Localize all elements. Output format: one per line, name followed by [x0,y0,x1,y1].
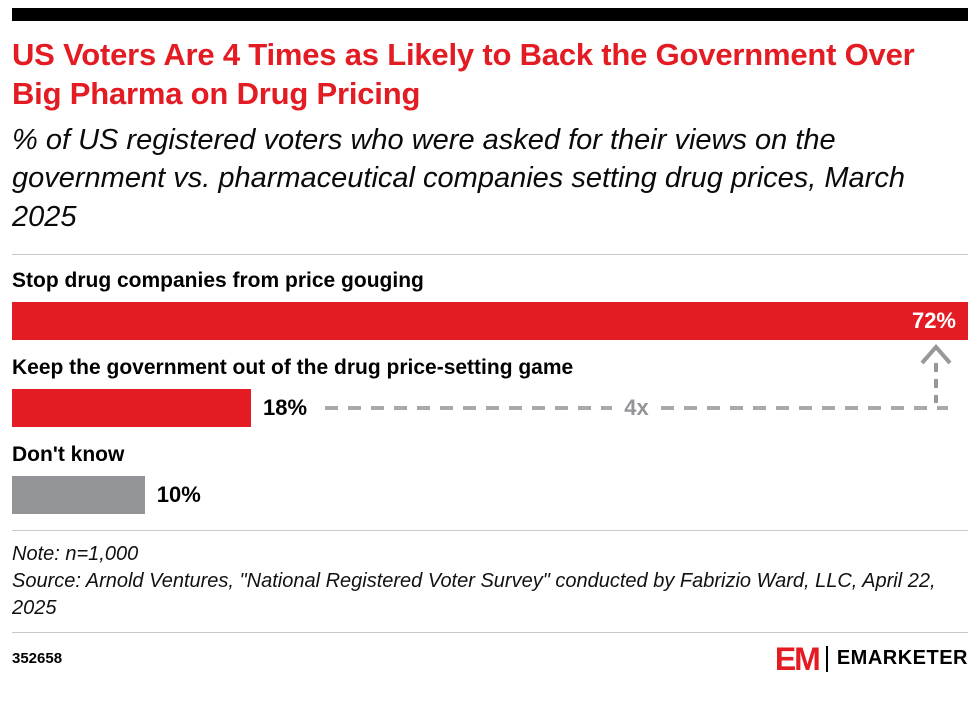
divider-top [12,253,968,255]
bar-row-dont-know: Don't know 10% [12,443,968,514]
emarketer-logo-mark: EM [774,640,821,677]
chart-page: US Voters Are 4 Times as Likely to Back … [12,8,968,675]
multiplier-annotation: 4x [624,394,649,420]
bar-segment [12,475,145,514]
logo-separator [825,645,828,672]
category-label: Don't know [12,442,125,466]
divider-notes [12,529,968,531]
value-label: 10% [156,481,201,507]
dash-segment [660,405,948,410]
category-label: Keep the government out of the drug pric… [12,355,574,379]
chart-number: 352658 [12,650,63,668]
dash-segment [325,405,613,410]
bar-segment: 72% [12,301,968,340]
chart-title: US Voters Are 4 Times as Likely to Back … [12,37,915,112]
chart-subtitle: % of US registered voters who were asked… [12,124,905,233]
emarketer-wordmark: EMARKETER [836,647,968,670]
source-text: Source: Arnold Ventures, "National Regis… [12,569,936,619]
top-black-bar [12,8,968,21]
footer: 352658 EM EMARKETER [12,631,968,675]
comparison-dashed-line: 4x [325,395,948,421]
bar-row-keep-government-out: Keep the government out of the drug pric… [12,343,968,427]
emarketer-logo: EM EMARKETER [775,643,968,675]
category-label: Stop drug companies from price gouging [12,268,424,292]
note-text: Note: n=1,000 [12,542,139,565]
footnotes: Note: n=1,000 Source: Arnold Ventures, "… [12,541,968,622]
bar-segment [12,388,251,427]
bar-row-stop-price-gouging: Stop drug companies from price gouging 7… [12,269,968,340]
value-label: 72% [911,307,956,333]
bar-chart: Stop drug companies from price gouging 7… [12,269,968,514]
value-label: 18% [263,394,308,420]
arrow-up-icon [920,343,952,403]
